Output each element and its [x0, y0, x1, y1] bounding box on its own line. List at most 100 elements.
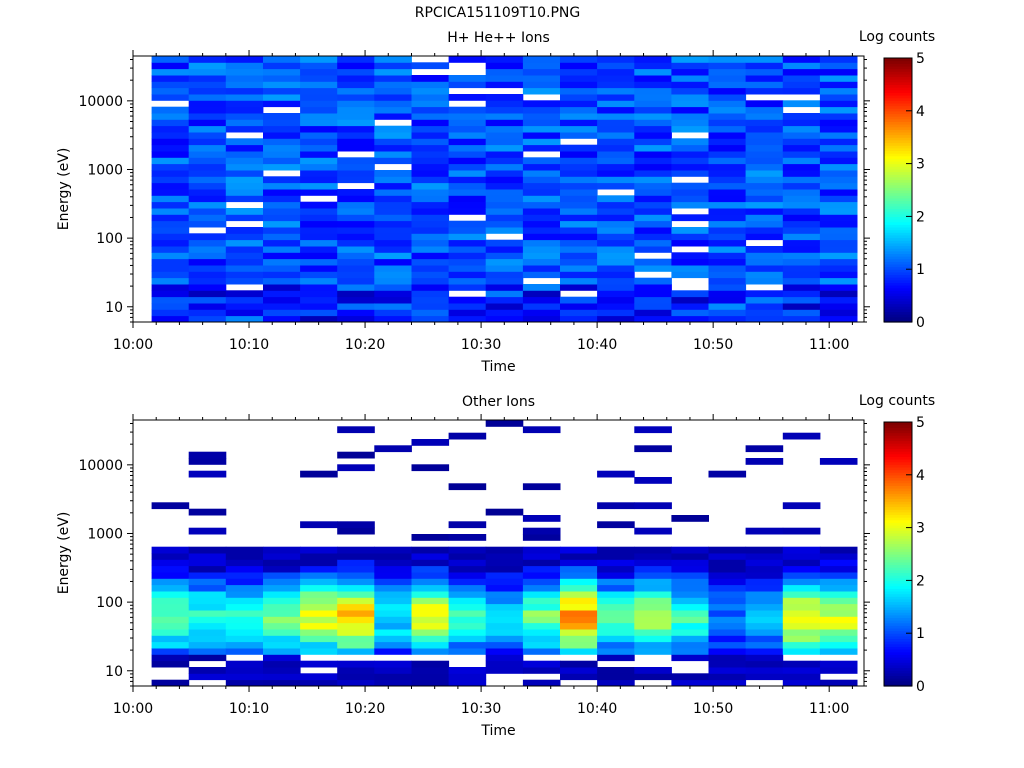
heatmap-cell — [411, 182, 450, 190]
heatmap-cell — [374, 584, 412, 592]
heatmap-cell — [300, 208, 338, 215]
heatmap-cell — [448, 315, 487, 323]
heatmap-cell — [411, 597, 450, 605]
heatmap-cell — [300, 201, 338, 209]
colorbar-label: Log counts — [859, 29, 935, 45]
heatmap-cell — [745, 62, 784, 70]
heatmap-cell — [151, 597, 190, 605]
heatmap-cell — [411, 584, 450, 592]
colorbar-swatch — [884, 678, 912, 682]
heatmap-cell — [708, 157, 747, 165]
heatmap-cell — [522, 483, 561, 491]
heatmap-cell — [745, 182, 784, 190]
heatmap-cell — [597, 648, 635, 655]
heatmap-cell — [374, 170, 412, 177]
heatmap-cell — [745, 189, 784, 196]
heatmap-cell — [411, 138, 450, 146]
heatmap-cell — [300, 553, 338, 560]
heatmap-cell — [819, 565, 858, 573]
heatmap-cell — [597, 565, 635, 573]
heatmap-cell — [337, 87, 375, 95]
heatmap-cell — [263, 239, 301, 247]
heatmap-cell — [300, 246, 338, 253]
heatmap-cell — [597, 201, 635, 209]
colorbar-swatch — [884, 461, 912, 465]
heatmap-cell — [188, 603, 227, 611]
heatmap-cell — [337, 138, 375, 146]
heatmap-cell — [782, 584, 821, 592]
heatmap-cell — [745, 138, 784, 146]
y-axis-label: Energy (eV) — [56, 148, 72, 231]
heatmap-cell — [225, 113, 264, 120]
heatmap-cell — [411, 189, 450, 196]
heatmap-cell — [448, 584, 487, 592]
heatmap-cell — [374, 220, 412, 228]
heatmap-cell — [560, 591, 598, 598]
y-tick-label: 10000 — [78, 94, 123, 110]
heatmap-cell — [597, 176, 635, 184]
heatmap-cell — [151, 679, 190, 687]
colorbar-swatch — [884, 498, 912, 502]
heatmap-cell — [782, 220, 821, 228]
heatmap-cell — [782, 679, 821, 687]
heatmap-cell — [634, 303, 672, 310]
heatmap-cell — [188, 220, 227, 228]
heatmap-cell — [708, 597, 747, 605]
heatmap-cell — [151, 81, 190, 89]
heatmap-cell — [708, 265, 747, 272]
heatmap-cell — [819, 100, 858, 108]
heatmap-cell — [634, 208, 672, 215]
colorbar-swatch — [884, 606, 912, 611]
heatmap-cell — [374, 309, 412, 317]
heatmap-cell — [745, 56, 784, 63]
heatmap-cell — [819, 572, 858, 579]
heatmap-cell — [671, 597, 709, 605]
heatmap-cell — [188, 296, 227, 304]
heatmap-cell — [225, 635, 264, 643]
heatmap-cell — [708, 106, 747, 114]
heatmap-cell — [300, 597, 338, 605]
heatmap-cell — [634, 265, 672, 272]
heatmap-cell — [300, 163, 338, 171]
heatmap-cell — [597, 610, 635, 617]
heatmap-cell — [263, 75, 301, 82]
heatmap-cell — [263, 616, 301, 624]
heatmap-cell — [188, 170, 227, 177]
heatmap-cell — [522, 239, 561, 247]
heatmap-cell — [448, 227, 487, 234]
heatmap-cell — [522, 597, 561, 605]
heatmap-cell — [188, 113, 227, 120]
heatmap-cell — [597, 170, 635, 177]
x-tick-label: 10:30 — [461, 337, 501, 353]
heatmap-cell — [597, 56, 635, 63]
heatmap-cell — [448, 157, 487, 165]
heatmap-cell — [671, 125, 709, 133]
heatmap-cell — [374, 56, 412, 63]
heatmap-cell — [745, 170, 784, 177]
heatmap-cell — [225, 233, 264, 241]
plot-frame — [132, 55, 865, 323]
heatmap-cell — [782, 62, 821, 70]
heatmap-cell — [151, 660, 190, 668]
heatmap-cell — [708, 546, 747, 554]
heatmap-cell — [671, 157, 709, 165]
heatmap-cell — [300, 315, 338, 323]
heatmap-cell — [411, 284, 450, 291]
heatmap-cell — [634, 445, 672, 453]
heatmap-cell — [782, 201, 821, 209]
heatmap-cell — [522, 565, 561, 573]
heatmap-cell — [745, 201, 784, 209]
heatmap-cell — [782, 138, 821, 146]
heatmap-cell — [634, 635, 672, 643]
heatmap-cell — [263, 654, 301, 662]
colorbar-swatch — [884, 609, 912, 613]
heatmap-cell — [522, 220, 561, 228]
heatmap-cell — [560, 239, 598, 247]
heatmap-cell — [448, 559, 487, 567]
colorbar-swatch — [884, 256, 912, 260]
heatmap-cell — [634, 68, 672, 76]
heatmap-cell — [522, 584, 561, 592]
heatmap-cell — [560, 233, 598, 241]
heatmap-cell — [708, 635, 747, 643]
colorbar-swatch — [884, 158, 912, 162]
